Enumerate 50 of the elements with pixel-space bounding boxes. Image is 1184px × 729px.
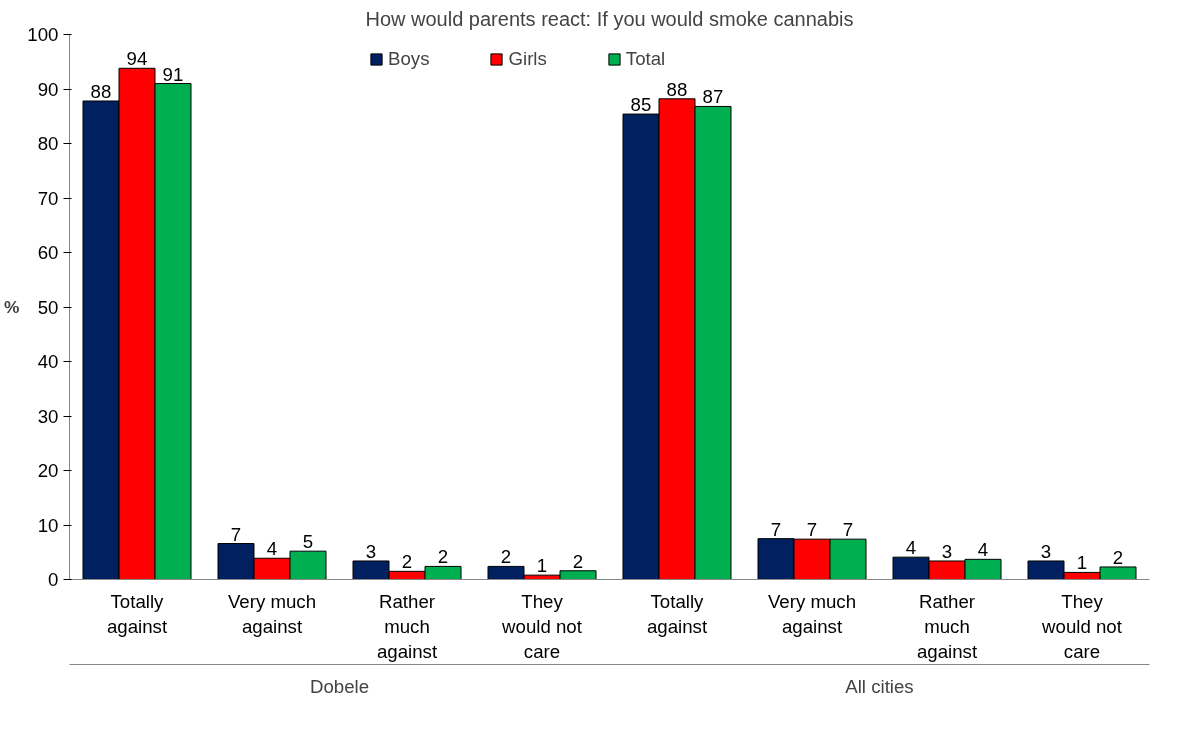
data-label: 88 — [666, 78, 688, 100]
legend-label: Total — [625, 48, 666, 70]
y-tick-label: 70 — [37, 187, 59, 209]
data-label: 2 — [572, 550, 584, 572]
text: Dobele — [309, 675, 370, 697]
text: All cities — [845, 675, 914, 697]
data-label: 5 — [302, 531, 314, 553]
data-label: 2 — [401, 551, 413, 573]
legend-label: Girls — [508, 48, 547, 70]
data-label: 94 — [126, 48, 148, 70]
y-tick-label: 0 — [48, 569, 59, 590]
data-label: 1 — [1076, 552, 1088, 574]
x-tick-label: Very much against — [227, 590, 317, 637]
data-label: 91 — [162, 63, 184, 85]
y-tick-label: 30 — [37, 405, 59, 427]
data-label: 2 — [500, 546, 512, 568]
data-label: 7 — [770, 518, 782, 540]
data-label: 88 — [90, 80, 112, 102]
x-tick-label: Very much against — [767, 590, 857, 637]
data-label: 4 — [977, 539, 989, 561]
x-tick-label: Rather much against — [376, 590, 438, 662]
data-label: 4 — [266, 538, 278, 560]
data-label: 7 — [842, 519, 854, 541]
data-label: 3 — [365, 540, 377, 562]
y-tick-label: 20 — [37, 460, 59, 481]
data-label: 3 — [941, 540, 953, 562]
legend-label: Boys — [388, 48, 430, 70]
data-label: 2 — [1112, 546, 1124, 568]
data-label: 2 — [437, 546, 449, 568]
data-label: 1 — [536, 555, 548, 577]
y-tick-label: 10 — [37, 514, 59, 536]
x-tick-label: Rather much against — [916, 590, 978, 662]
x-tick-label: They would not care — [501, 590, 583, 662]
x-tick-label: Totally against — [106, 590, 168, 637]
data-label: 7 — [230, 523, 242, 545]
chart-title: How would parents react: If you would smoke cannabis — [365, 7, 854, 30]
data-label: 87 — [702, 86, 724, 108]
y-tick-label: 100 — [27, 24, 59, 45]
y-tick-label: 40 — [37, 351, 59, 372]
y-tick-label: 80 — [37, 133, 59, 154]
y-tick-label: 50 — [37, 296, 59, 318]
y-axis-title: % — [3, 297, 20, 317]
data-label: 3 — [1040, 540, 1052, 562]
y-tick-label: 90 — [37, 78, 59, 100]
x-tick-label: They would not care — [1041, 590, 1123, 662]
data-label: 85 — [630, 94, 652, 116]
y-tick-label: 60 — [37, 242, 59, 263]
data-label: 7 — [806, 519, 818, 541]
data-label: 4 — [905, 537, 917, 559]
x-tick-label: Totally against — [646, 590, 708, 637]
